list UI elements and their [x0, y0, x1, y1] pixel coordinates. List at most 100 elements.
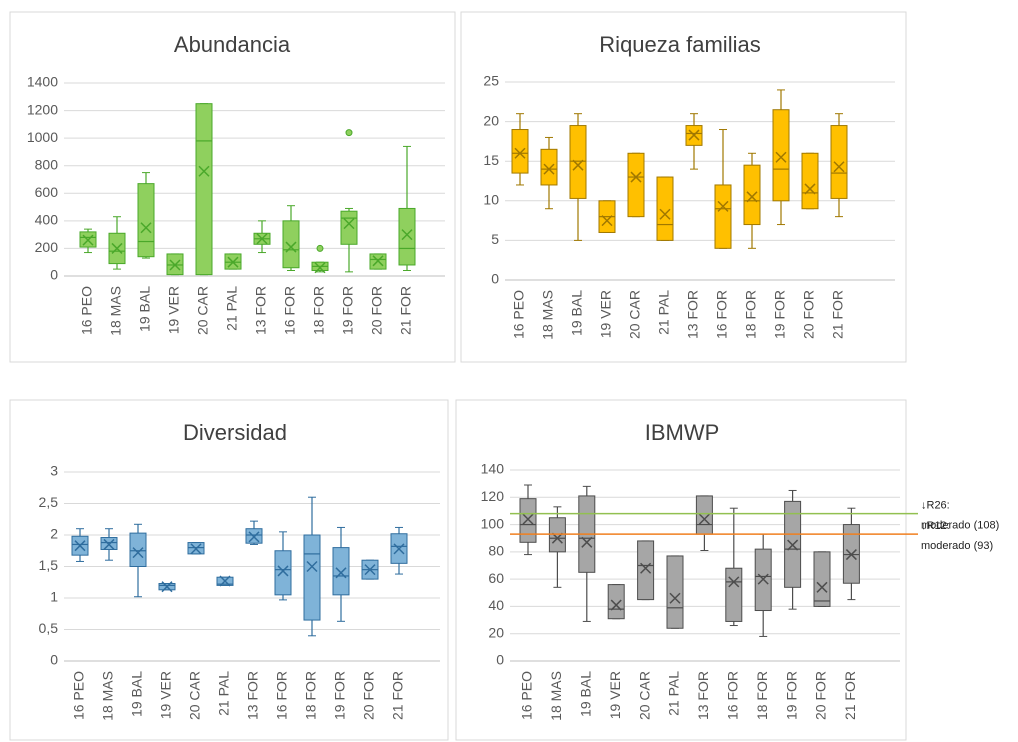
mean-marker	[845, 549, 857, 561]
y-tick-label: 1400	[27, 74, 58, 90]
box	[511, 129, 529, 174]
mean-marker	[610, 599, 622, 611]
x-tick-label: 21 PAL	[216, 671, 232, 716]
mean-marker	[775, 151, 787, 163]
reference-label: moderado (93)	[921, 540, 993, 552]
x-tick-label: 16 FOR	[714, 290, 730, 339]
mean-marker	[514, 147, 526, 159]
mean-marker	[364, 564, 376, 576]
mean-marker	[543, 163, 555, 175]
x-tick-label: 16 PEO	[71, 671, 87, 720]
reference-label: ↓R12:	[921, 520, 950, 532]
box	[714, 184, 732, 249]
mean-marker	[816, 581, 828, 593]
box	[569, 125, 587, 199]
x-tick-label: 21 PAL	[666, 671, 682, 716]
x-tick-label: 19 BAL	[129, 671, 145, 717]
mean-marker	[343, 218, 355, 230]
x-tick-label: 20 FOR	[361, 671, 377, 720]
y-tick-label: 0	[50, 267, 58, 283]
x-tick-label: 20 CAR	[627, 290, 643, 339]
chart-title: Diversidad	[183, 420, 287, 445]
mean-marker	[103, 538, 115, 550]
y-tick-label: 1	[50, 589, 58, 605]
x-tick-label: 19 FOR	[772, 290, 788, 339]
mean-marker	[522, 513, 534, 525]
mean-marker	[698, 513, 710, 525]
y-tick-label: 2	[50, 526, 58, 542]
mean-marker	[717, 200, 729, 212]
mean-marker	[306, 560, 318, 573]
x-tick-label: 13 FOR	[695, 671, 711, 720]
mean-marker	[688, 129, 700, 141]
x-tick-label: 19 FOR	[340, 286, 356, 335]
mean-marker	[161, 581, 173, 593]
y-tick-label: 1,5	[39, 557, 59, 573]
y-tick-label: 600	[35, 184, 59, 200]
mean-marker	[787, 539, 799, 551]
x-tick-label: 19 VER	[607, 671, 623, 719]
mean-marker	[314, 262, 326, 274]
y-tick-label: 25	[483, 73, 499, 89]
box	[195, 103, 213, 276]
box	[830, 125, 848, 199]
box	[627, 152, 645, 218]
y-tick-label: 80	[488, 543, 504, 559]
y-tick-label: 1200	[27, 101, 58, 117]
y-tick-label: 100	[481, 515, 505, 531]
box	[801, 152, 819, 210]
x-tick-label: 19 FOR	[783, 671, 799, 720]
x-tick-label: 18 FOR	[303, 671, 319, 720]
x-tick-label: 21 PAL	[656, 290, 672, 335]
y-tick-label: 140	[481, 461, 505, 477]
y-tick-label: 1000	[27, 129, 58, 145]
chart-title: Abundancia	[174, 32, 291, 57]
mean-marker	[227, 256, 239, 268]
y-tick-label: 200	[35, 239, 59, 255]
box	[398, 207, 416, 266]
mean-marker	[132, 547, 144, 559]
mean-marker	[804, 183, 816, 195]
x-tick-label: 18 FOR	[311, 286, 327, 335]
x-tick-label: 21 PAL	[224, 286, 240, 331]
mean-marker	[248, 531, 260, 543]
x-tick-label: 20 FOR	[813, 671, 829, 720]
x-tick-label: 18 FOR	[754, 671, 770, 720]
x-tick-label: 18 FOR	[743, 290, 759, 339]
box	[695, 495, 713, 535]
mean-marker	[335, 567, 347, 579]
box	[607, 584, 625, 620]
x-tick-label: 16 PEO	[511, 290, 527, 339]
mean-marker	[401, 229, 413, 241]
box	[303, 534, 321, 621]
x-tick-label: 18 MAS	[540, 290, 556, 340]
y-tick-label: 800	[35, 156, 59, 172]
mean-marker	[74, 540, 86, 552]
y-tick-label: 10	[483, 192, 499, 208]
x-tick-label: 13 FOR	[685, 290, 701, 339]
mean-marker	[551, 532, 563, 544]
chart-title: IBMWP	[645, 420, 720, 445]
x-tick-label: 21 FOR	[830, 290, 846, 339]
chart-title: Riqueza familias	[599, 32, 760, 57]
x-tick-label: 16 FOR	[282, 286, 298, 335]
mean-marker	[630, 171, 642, 183]
mean-marker	[833, 161, 845, 173]
mean-marker	[169, 259, 181, 271]
box	[656, 176, 674, 241]
box	[519, 498, 537, 543]
box	[666, 555, 684, 629]
y-tick-label: 0	[496, 652, 504, 668]
x-tick-label: 20 CAR	[195, 286, 211, 335]
box	[129, 532, 147, 567]
box	[637, 540, 655, 601]
mean-marker	[198, 165, 210, 177]
x-tick-label: 19 VER	[158, 671, 174, 719]
x-tick-label: 16 FOR	[725, 671, 741, 720]
mean-marker	[669, 592, 681, 604]
y-tick-label: 2,5	[39, 494, 59, 510]
y-tick-label: 400	[35, 212, 59, 228]
y-tick-label: 20	[483, 112, 499, 128]
x-tick-label: 21 FOR	[842, 671, 858, 720]
x-tick-label: 18 MAS	[108, 286, 124, 336]
